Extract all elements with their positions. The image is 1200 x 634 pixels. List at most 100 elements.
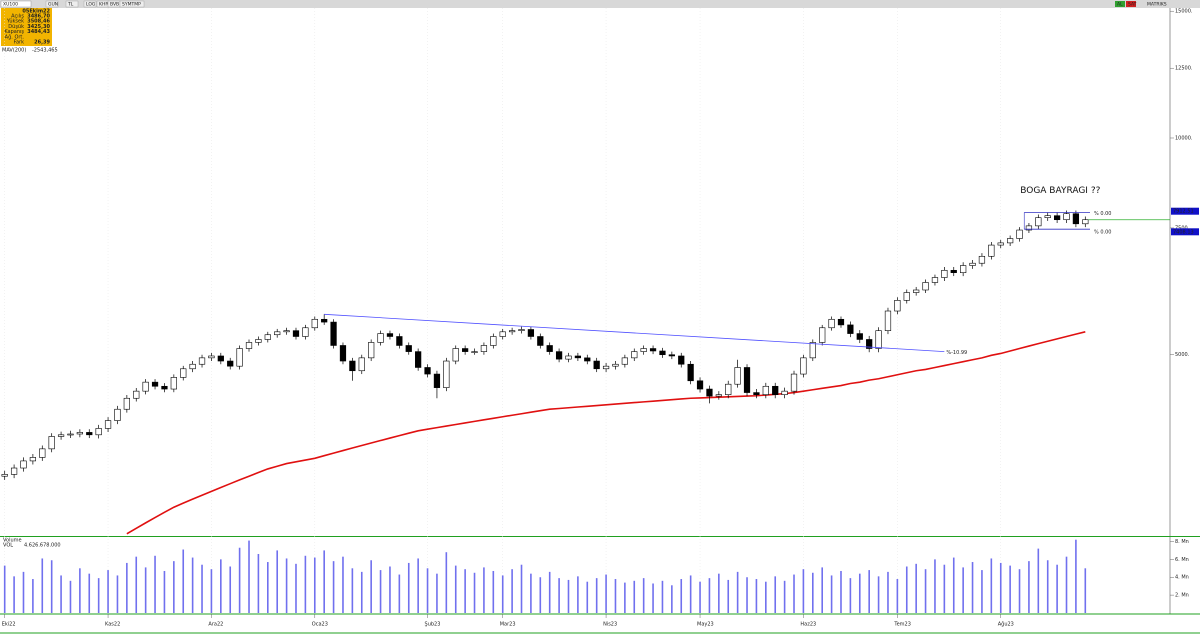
toolbar-action[interactable] bbox=[1126, 1, 1136, 7]
volume-bar bbox=[501, 575, 504, 613]
volume-bar bbox=[163, 570, 166, 613]
volume-bar bbox=[210, 569, 213, 613]
candle-body bbox=[696, 380, 704, 390]
volume-bar bbox=[276, 550, 278, 613]
volume-bar bbox=[934, 559, 936, 613]
candle-body bbox=[875, 330, 882, 349]
x-tick-label: Ağu23 bbox=[998, 621, 1014, 628]
volume-bar bbox=[736, 571, 739, 613]
candle-body bbox=[1072, 213, 1080, 225]
x-tick-label: Oca23 bbox=[312, 622, 328, 628]
volume-bar bbox=[539, 577, 542, 613]
volume-bar bbox=[50, 560, 53, 613]
candle-body bbox=[170, 377, 177, 390]
toolbar-item[interactable]: SYMTMP bbox=[122, 2, 141, 8]
info-label: Yüksek bbox=[6, 19, 24, 25]
symbol: XU100 bbox=[3, 2, 18, 8]
candle-body bbox=[67, 433, 74, 436]
candle-body bbox=[894, 300, 901, 312]
candle-body bbox=[368, 342, 375, 359]
info-label: Fark bbox=[14, 40, 25, 46]
volume-bar bbox=[595, 578, 598, 613]
y-tick-label: 15000. bbox=[1175, 9, 1193, 15]
symbol-box[interactable] bbox=[0, 0, 32, 8]
candle-body bbox=[706, 388, 713, 397]
volume-bar bbox=[671, 585, 673, 613]
volume-bar bbox=[116, 575, 119, 613]
toolbar-button[interactable] bbox=[83, 0, 97, 8]
toolbar-button[interactable] bbox=[119, 0, 145, 8]
volume-bar bbox=[962, 567, 964, 613]
candle-body bbox=[734, 367, 741, 385]
volume-bar bbox=[144, 567, 147, 613]
toolbar-action[interactable] bbox=[1115, 1, 1125, 7]
volume-bar bbox=[407, 562, 410, 613]
x-tick-label: May23 bbox=[697, 622, 714, 628]
info-value: 3425,30 bbox=[27, 24, 50, 30]
volume-bar bbox=[765, 581, 767, 613]
candle-body bbox=[490, 336, 497, 346]
candle-body bbox=[311, 318, 318, 329]
toolbar-action-label[interactable]: AL bbox=[1117, 2, 1123, 8]
volume-bar bbox=[201, 564, 203, 613]
candle-body bbox=[29, 457, 37, 462]
channel-top-label: % 0.00 bbox=[1094, 211, 1111, 217]
ma-legend-name: MAV(200) bbox=[2, 48, 26, 54]
y-tick-label: 10000. bbox=[1175, 135, 1193, 141]
candle-body bbox=[725, 383, 732, 395]
price-tag-label: 7912.51 bbox=[1173, 209, 1194, 215]
moving-average bbox=[126, 331, 1086, 535]
volume-bar bbox=[915, 563, 917, 613]
volume-bar bbox=[774, 576, 777, 613]
info-label: Ağ. Ort. bbox=[5, 33, 25, 40]
x-tick-label: Şub23 bbox=[425, 622, 441, 628]
candle-body bbox=[217, 355, 224, 362]
price-tag bbox=[1171, 207, 1199, 215]
toolbar-item[interactable]: GUN bbox=[48, 2, 58, 8]
toolbar-item[interactable]: LOG bbox=[86, 2, 96, 8]
info-label: Düşük bbox=[8, 24, 24, 30]
x-tick-label: Tem23 bbox=[893, 622, 911, 628]
candle-body bbox=[1063, 213, 1070, 221]
volume-bar bbox=[454, 565, 457, 613]
toolbar-button[interactable] bbox=[45, 0, 59, 8]
candle-body bbox=[847, 324, 854, 334]
candle-body bbox=[330, 321, 337, 346]
candle-body bbox=[649, 348, 657, 352]
volume-bar bbox=[154, 555, 156, 613]
candle-body bbox=[659, 350, 666, 356]
candle-body bbox=[960, 265, 967, 273]
toolbar-item[interactable]: KHR bbox=[99, 2, 108, 8]
candle-body bbox=[1, 474, 8, 477]
candle-body bbox=[142, 381, 149, 392]
volume-bar bbox=[445, 552, 448, 613]
toolbar-button[interactable] bbox=[65, 0, 79, 8]
toolbar-item[interactable]: TL bbox=[67, 2, 74, 8]
trendline-label: %-10.99 bbox=[946, 350, 967, 356]
volume-bar bbox=[1028, 561, 1030, 613]
toolbar-action[interactable] bbox=[1145, 1, 1171, 7]
volume-bar bbox=[530, 573, 532, 613]
candle-body bbox=[255, 339, 262, 343]
volume-bar bbox=[577, 576, 579, 613]
volume-bar bbox=[999, 562, 1002, 613]
candle-body bbox=[405, 345, 412, 352]
volume-bar bbox=[633, 580, 636, 613]
candle-body bbox=[687, 363, 694, 382]
volume-bar bbox=[285, 558, 288, 613]
volume-bar bbox=[1037, 548, 1040, 613]
toolbar-action-label[interactable]: MATRIKS bbox=[1147, 2, 1167, 8]
volume-bar bbox=[173, 561, 175, 613]
toolbar-item[interactable]: BVB bbox=[110, 2, 119, 8]
candle-body bbox=[884, 310, 892, 331]
candle-body bbox=[668, 354, 675, 357]
info-value: 3508,46 bbox=[27, 19, 50, 25]
volume-bar bbox=[182, 549, 185, 613]
volume-bar bbox=[990, 558, 993, 613]
candle-body bbox=[743, 367, 751, 393]
candle-body bbox=[424, 367, 431, 375]
candle-body bbox=[161, 385, 168, 390]
candle-body bbox=[39, 448, 46, 458]
volume-bar bbox=[473, 572, 476, 613]
toolbar-action-label[interactable]: SAT bbox=[1128, 2, 1137, 8]
